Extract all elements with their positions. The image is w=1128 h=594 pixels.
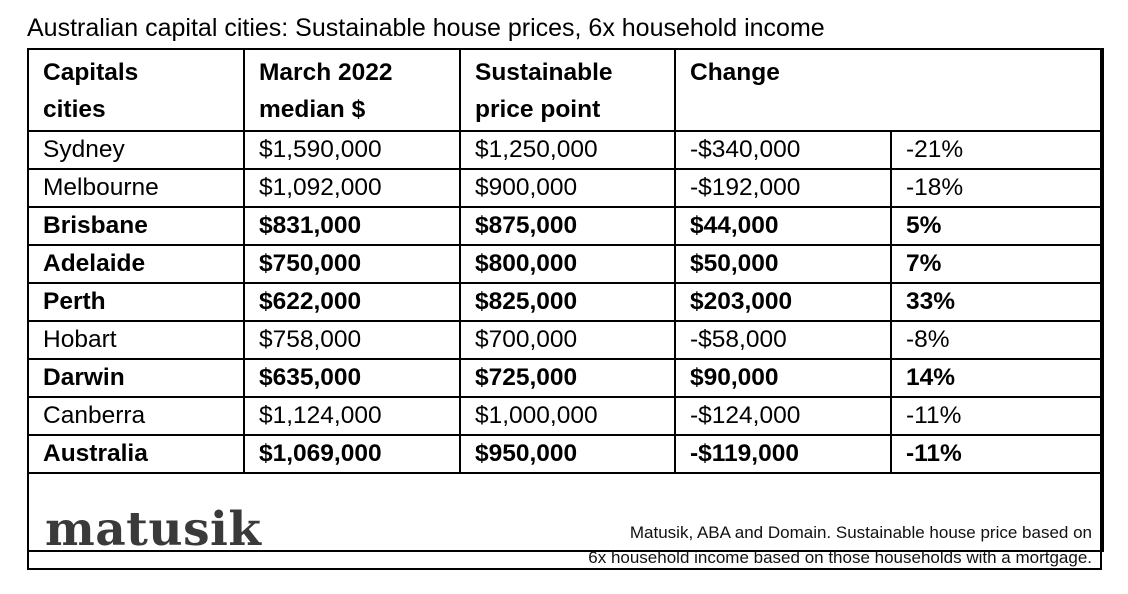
median-cell: $1,124,000 (243, 396, 461, 436)
source-line: Matusik, ABA and Domain. Sustainable hou… (629, 523, 1092, 542)
city-cell: Canberra (27, 396, 245, 436)
city-cell: Perth (27, 282, 245, 322)
change-cell: -$124,000 (674, 396, 892, 436)
table-row: Australia $1,069,000 $950,000 -$119,000 -11% (27, 434, 1104, 474)
table-row: Sydney $1,590,000 $1,250,000 -$340,000 -21% (27, 130, 1104, 170)
median-cell: $635,000 (243, 358, 461, 398)
header-median: March 2022 median $ (243, 48, 461, 132)
median-cell: $1,069,000 (243, 434, 461, 474)
header-line: price point (475, 96, 601, 123)
sustainable-cell: $700,000 (459, 320, 676, 360)
table-row: Brisbane $831,000 $875,000 $44,000 5% (27, 206, 1104, 246)
table-row: Hobart $758,000 $700,000 -$58,000 -8% (27, 320, 1104, 360)
median-cell: $1,590,000 (243, 130, 461, 170)
table-row: Perth $622,000 $825,000 $203,000 33% (27, 282, 1104, 322)
change-percent-cell: -21% (890, 130, 1104, 170)
table-row: Canberra $1,124,000 $1,000,000 -$124,000 -11… (27, 396, 1104, 436)
sustainable-cell: $1,000,000 (459, 396, 676, 436)
city-cell: Brisbane (27, 206, 245, 246)
city-cell: Darwin (27, 358, 245, 398)
change-cell: -$119,000 (674, 434, 892, 474)
change-cell: -$340,000 (674, 130, 892, 170)
header-line: March 2022 (259, 59, 393, 86)
city-cell: Adelaide (27, 244, 245, 284)
change-percent-cell: -11% (890, 396, 1104, 436)
change-percent-cell: 14% (890, 358, 1104, 398)
prices-table: Capitals cities March 2022 median $ Sust… (27, 48, 1104, 552)
city-cell: Hobart (27, 320, 245, 360)
change-cell: -$58,000 (674, 320, 892, 360)
median-cell: $758,000 (243, 320, 461, 360)
median-cell: $831,000 (243, 206, 461, 246)
change-cell: $50,000 (674, 244, 892, 284)
footer-row (27, 472, 1104, 552)
change-percent-cell: 33% (890, 282, 1104, 322)
source-note: Matusik, ABA and Domain. Sustainable hou… (588, 520, 1092, 570)
page-title: Australian capital cities: Sustainable h… (27, 14, 825, 42)
header-sustainable: Sustainable price point (459, 48, 676, 132)
median-cell: $622,000 (243, 282, 461, 322)
table-body: Capitals cities March 2022 median $ Sust… (27, 48, 1104, 552)
sustainable-cell: $800,000 (459, 244, 676, 284)
change-percent-cell: 7% (890, 244, 1104, 284)
table-header-row: Capitals cities March 2022 median $ Sust… (27, 48, 1104, 132)
header-change: Change (674, 48, 1104, 132)
table-row: Adelaide $750,000 $800,000 $50,000 7% (27, 244, 1104, 284)
source-line: 6x household income based on those house… (588, 548, 1092, 567)
table-row: Melbourne $1,092,000 $900,000 -$192,000 -18% (27, 168, 1104, 208)
city-cell: Melbourne (27, 168, 245, 208)
header-line: cities (43, 96, 106, 123)
sustainable-cell: $725,000 (459, 358, 676, 398)
sustainable-cell: $900,000 (459, 168, 676, 208)
change-percent-cell: -18% (890, 168, 1104, 208)
matusik-logo: matusik (45, 502, 262, 557)
header-line: Sustainable (475, 59, 613, 86)
change-percent-cell: -8% (890, 320, 1104, 360)
median-cell: $750,000 (243, 244, 461, 284)
sustainable-cell: $950,000 (459, 434, 676, 474)
sustainable-cell: $1,250,000 (459, 130, 676, 170)
sustainable-cell: $825,000 (459, 282, 676, 322)
footer-cell (27, 472, 1104, 552)
header-line: Change (690, 59, 780, 86)
table-row: Darwin $635,000 $725,000 $90,000 14% (27, 358, 1104, 398)
city-cell: Australia (27, 434, 245, 474)
change-percent-cell: -11% (890, 434, 1104, 474)
table-frame (27, 48, 1102, 570)
header-capitals-cities: Capitals cities (27, 48, 245, 132)
sustainable-cell: $875,000 (459, 206, 676, 246)
city-cell: Sydney (27, 130, 245, 170)
change-cell: $203,000 (674, 282, 892, 322)
footer: matusik Matusik, ABA and Domain. Sustain… (27, 490, 1102, 570)
change-percent-cell: 5% (890, 206, 1104, 246)
change-cell: $44,000 (674, 206, 892, 246)
change-cell: -$192,000 (674, 168, 892, 208)
median-cell: $1,092,000 (243, 168, 461, 208)
header-line: Capitals (43, 59, 139, 86)
change-cell: $90,000 (674, 358, 892, 398)
header-line: median $ (259, 96, 366, 123)
